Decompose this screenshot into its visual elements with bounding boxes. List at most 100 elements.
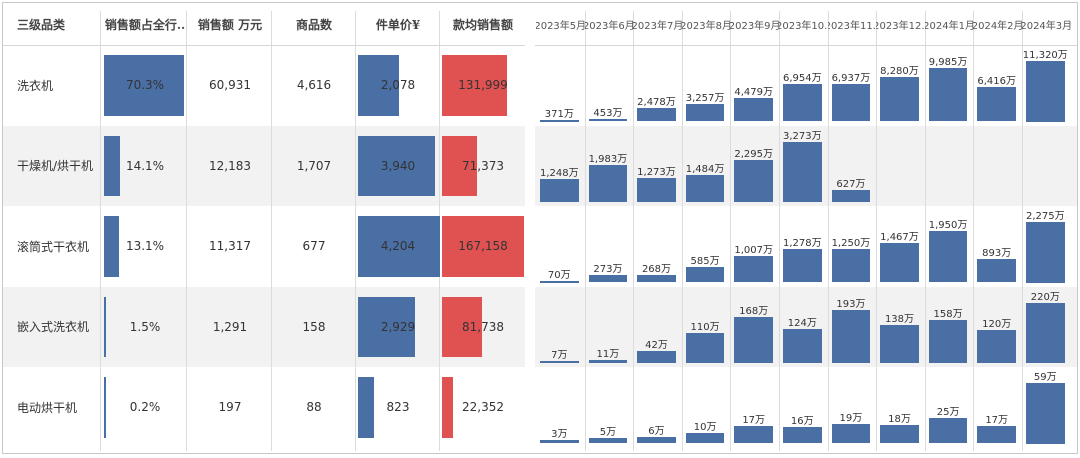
- category-label: 洗衣机: [17, 78, 54, 93]
- monthly-bar-label: 120万: [982, 319, 1012, 330]
- monthly-bar: [637, 351, 676, 363]
- monthly-bar: [540, 361, 579, 363]
- monthly-bar-label: 70万: [547, 269, 571, 281]
- share-label: 1.5%: [129, 319, 161, 334]
- monthly-bar-label: 1,983万: [588, 154, 628, 166]
- share-bar: [104, 135, 121, 196]
- month-header: 2024年2月: [973, 20, 1022, 32]
- per-item-sales-label: 22,352: [462, 400, 504, 415]
- monthly-bar-label: 273万: [593, 264, 623, 276]
- monthly-bar: [880, 77, 919, 122]
- month-divider: [876, 11, 878, 451]
- share-bar: [104, 216, 119, 277]
- monthly-bar: [1026, 302, 1065, 363]
- monthly-bar-label: 6,416万: [977, 76, 1016, 88]
- monthly-bar-label: 158万: [933, 308, 963, 320]
- monthly-bar-label: 193万: [836, 298, 866, 310]
- monthly-bar-label: 17万: [985, 415, 1009, 427]
- item-count-value: 88: [306, 400, 322, 415]
- column-divider: [271, 11, 272, 451]
- monthly-bar: [588, 275, 628, 283]
- category-label: 滚筒式干衣机: [17, 239, 90, 254]
- month-header: 2023年6月: [584, 20, 634, 32]
- monthly-bar-label: 42万: [645, 340, 668, 352]
- monthly-bar-label: 5万: [599, 427, 617, 439]
- monthly-bar: [783, 84, 822, 122]
- monthly-bar-label: 10万: [693, 422, 717, 434]
- monthly-bar: [783, 141, 822, 202]
- header-unit-price: 件单价¥: [375, 17, 421, 32]
- monthly-bar-label: 2,478万: [637, 97, 676, 109]
- header-divider: [3, 45, 525, 46]
- monthly-bar-label: 25万: [936, 406, 960, 418]
- monthly-bar-label: 220万: [1030, 291, 1060, 303]
- monthly-bar-label: 17万: [742, 415, 766, 427]
- monthly-bar-label: 268万: [641, 264, 672, 276]
- monthly-bar: [685, 332, 725, 363]
- monthly-bar: [880, 425, 919, 444]
- monthly-bar: [540, 280, 579, 283]
- month-header: 2023年5月: [536, 20, 585, 32]
- sales-value: 60,931: [209, 78, 251, 93]
- month-divider: [924, 11, 926, 451]
- monthly-bar-label: 4,479万: [734, 86, 773, 98]
- monthly-bar: [734, 255, 773, 283]
- monthly-bar-label: 2,295万: [734, 148, 773, 160]
- share-label: 0.2%: [129, 400, 161, 415]
- monthly-bar-label: 11万: [596, 348, 620, 360]
- unit-price-label: 823: [386, 400, 410, 415]
- unit-price-bar: [358, 55, 399, 116]
- month-divider: [827, 11, 829, 451]
- share-label: 13.1%: [125, 239, 165, 254]
- monthly-bar: [637, 437, 676, 444]
- monthly-bar-label: 1,007万: [734, 244, 773, 256]
- monthly-bar-label: 124万: [787, 317, 817, 329]
- month-header: 2023年7月: [633, 20, 682, 32]
- unit-price-label: 3,940: [380, 158, 416, 173]
- per-item-sales-label: 81,738: [462, 319, 504, 334]
- monthly-bar-label: 2,275万: [1025, 211, 1065, 222]
- sales-value: 11,317: [209, 239, 251, 254]
- monthly-bar-label: 6,954万: [782, 73, 822, 85]
- month-header: 2024年3月: [1022, 20, 1071, 32]
- month-divider: [681, 11, 683, 451]
- share-bar: [104, 296, 106, 357]
- monthly-bar-label: 1,467万: [880, 232, 919, 244]
- monthly-bar-label: 1,950万: [928, 219, 968, 231]
- monthly-bar: [831, 424, 871, 444]
- month-header: 2024年1月: [924, 20, 974, 32]
- monthly-bar: [831, 309, 871, 363]
- monthly-bar: [928, 230, 968, 283]
- month-divider: [730, 11, 732, 451]
- monthly-bar: [588, 165, 628, 202]
- monthly-bar-label: 627万: [836, 179, 866, 191]
- monthly-bar: [685, 104, 725, 122]
- month-header: 2023年9月: [730, 20, 779, 32]
- per-item-sales-bar: [442, 135, 477, 196]
- per-item-sales-bar: [442, 296, 483, 357]
- category-label: 干燥机/烘干机: [17, 159, 94, 174]
- item-count-value: 677: [302, 239, 326, 254]
- per-item-sales-bar: [442, 216, 524, 277]
- month-divider: [973, 11, 975, 451]
- per-item-sales-label: 131,999: [458, 78, 508, 93]
- header-sales: 销售额 万元: [197, 17, 263, 32]
- category-label: 电动烘干机: [17, 400, 78, 415]
- monthly-bar-label: 19万: [839, 413, 863, 425]
- monthly-bar-label: 1,484万: [685, 163, 725, 175]
- monthly-bar: [977, 87, 1016, 122]
- monthly-bar: [637, 275, 676, 283]
- monthly-sales-chart: 2023年5月2023年6月2023年7月2023年8月2023年9月2023年…: [535, 3, 1077, 453]
- share-bar: [104, 377, 106, 438]
- unit-price-label: 4,204: [380, 239, 416, 254]
- item-count-value: 1,707: [296, 158, 332, 173]
- month-divider: [1022, 11, 1023, 451]
- monthly-bar: [540, 119, 579, 122]
- monthly-bar-label: 6,937万: [831, 73, 871, 85]
- per-item-sales-bar: [442, 55, 507, 116]
- monthly-bar: [831, 84, 871, 122]
- monthly-bar: [588, 119, 628, 122]
- monthly-bar-label: 6万: [648, 426, 665, 438]
- item-count-value: 158: [302, 319, 326, 334]
